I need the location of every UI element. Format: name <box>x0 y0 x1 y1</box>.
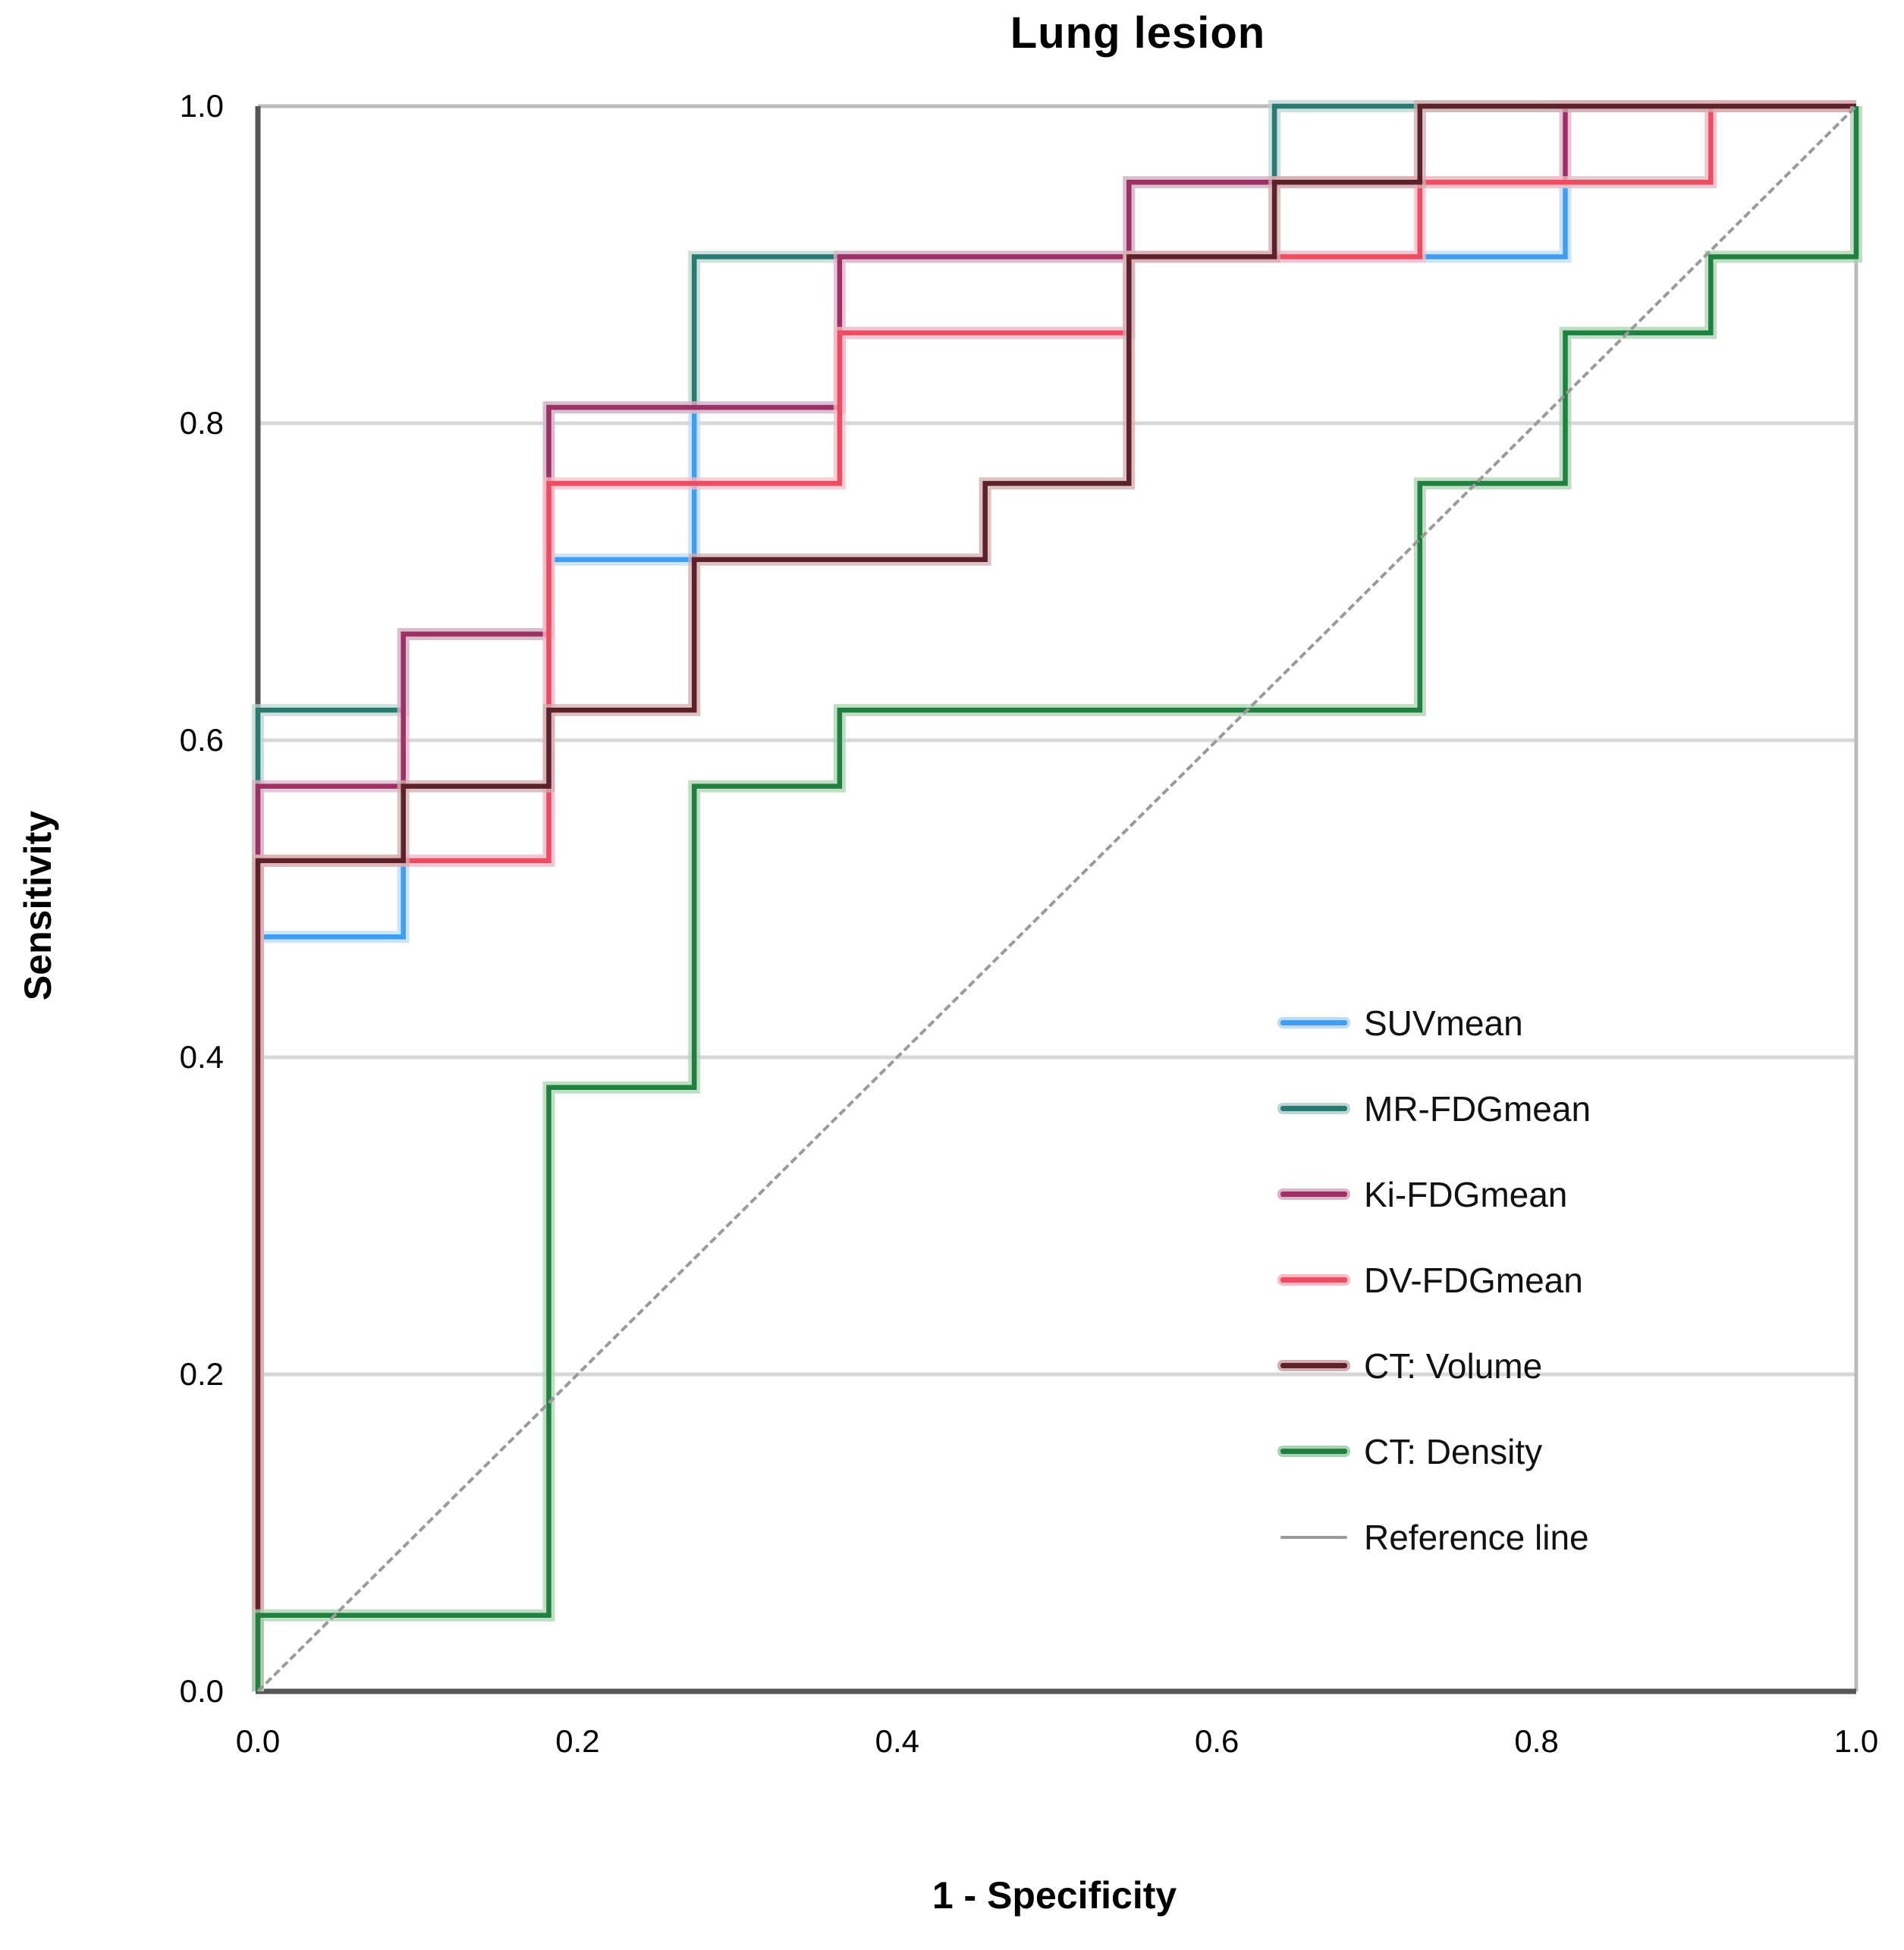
legend-item-SUVmean: SUVmean <box>1280 980 1591 1066</box>
legend-item-MR-FDGmean: MR-FDGmean <box>1280 1066 1591 1151</box>
y-tick-1.0: 1.0 <box>179 88 224 124</box>
x-tick-1.0: 1.0 <box>1833 1723 1879 1759</box>
legend-swatch-SUVmean <box>1280 1020 1347 1025</box>
legend: SUVmean MR-FDGmean Ki-FDGmean DV-FDGmean CT:… <box>1280 980 1591 1580</box>
y-tick-0.0: 0.0 <box>179 1673 224 1709</box>
legend-item-CT: Volume: CT: Volume <box>1280 1323 1591 1408</box>
legend-swatch-Reference line <box>1280 1535 1347 1539</box>
legend-swatch-DV-FDGmean <box>1280 1277 1347 1283</box>
x-tick-0.0: 0.0 <box>235 1723 281 1759</box>
x-tick-0.2: 0.2 <box>555 1723 600 1759</box>
legend-label: Ki-FDGmean <box>1364 1174 1568 1214</box>
legend-item-Ki-FDGmean: Ki-FDGmean <box>1280 1151 1591 1237</box>
legend-item-Reference line: Reference line <box>1280 1494 1591 1580</box>
legend-label: DV-FDGmean <box>1364 1260 1583 1300</box>
legend-label: CT: Density <box>1364 1431 1543 1471</box>
reference-line <box>256 105 1858 1693</box>
y-tick-0.2: 0.2 <box>179 1356 224 1392</box>
y-tick-0.8: 0.8 <box>179 405 224 441</box>
y-tick-0.6: 0.6 <box>179 722 224 758</box>
chart-title: Lung lesion <box>1010 8 1266 58</box>
legend-swatch-MR-FDGmean <box>1280 1106 1347 1111</box>
legend-label: MR-FDGmean <box>1364 1088 1591 1129</box>
legend-item-CT: Density: CT: Density <box>1280 1408 1591 1494</box>
legend-label: Reference line <box>1364 1517 1589 1557</box>
legend-item-DV-FDGmean: DV-FDGmean <box>1280 1237 1591 1323</box>
legend-swatch-Ki-FDGmean <box>1280 1192 1347 1197</box>
x-tick-0.4: 0.4 <box>875 1723 919 1759</box>
legend-label: CT: Volume <box>1364 1346 1543 1386</box>
legend-label: SUVmean <box>1364 1003 1523 1043</box>
curve-CT: Density <box>255 106 1859 1691</box>
legend-swatch-CT: Density <box>1280 1449 1347 1454</box>
x-tick-0.8: 0.8 <box>1514 1723 1559 1759</box>
y-axis-label: Sensitivity <box>17 810 59 1001</box>
y-tick-0.4: 0.4 <box>179 1039 224 1075</box>
legend-swatch-CT: Volume <box>1280 1363 1347 1368</box>
x-tick-0.6: 0.6 <box>1194 1723 1239 1759</box>
curve-CT: Volume <box>255 103 1856 1691</box>
x-axis-label: 1 - Specificity <box>932 1874 1177 1917</box>
